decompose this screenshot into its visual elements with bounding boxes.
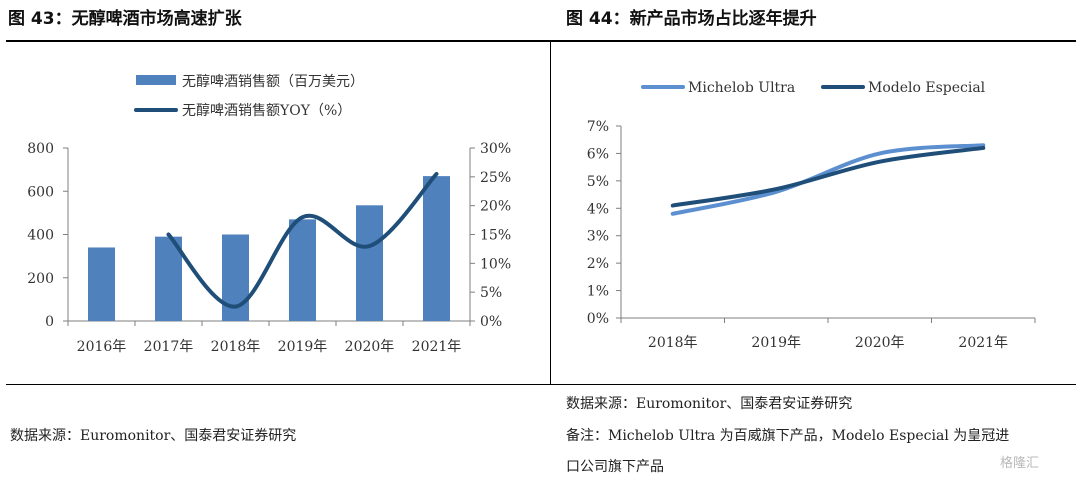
y-tick-label: 0% [587, 311, 609, 327]
left-y-tick-label: 600 [27, 184, 54, 200]
right-y-tick-label: 0% [480, 314, 502, 330]
middle-divider [550, 41, 551, 385]
y-tick-label: 2% [587, 256, 609, 272]
series-line-yoy [166, 171, 439, 309]
legend-label-modelo-especial: Modelo Especial [868, 80, 986, 96]
x-tick-label: 2018年 [648, 335, 698, 351]
legend-label-sales: 无醇啤酒销售额（百万美元） [182, 73, 364, 90]
x-tick-label: 2019年 [278, 339, 328, 355]
right-y-tick-label: 30% [480, 141, 511, 157]
bar-sales-2017年 [155, 236, 182, 321]
right-remark-line-1: 备注：Michelob Ultra 为百威旗下产品，Modelo Especia… [566, 428, 1010, 444]
legend-swatch-bar [136, 75, 176, 85]
y-tick-label: 6% [587, 146, 609, 162]
left-figure-title: 图 43：无醇啤酒市场高速扩张 [8, 9, 242, 29]
y-tick-label: 5% [587, 174, 609, 190]
legend-label-yoy: 无醇啤酒销售额YOY（%） [182, 102, 351, 119]
bottom-divider [6, 384, 1076, 385]
x-tick-label: 2018年 [211, 339, 261, 355]
legend-label-michelob-ultra: Michelob Ultra [688, 80, 795, 96]
x-tick-label: 2019年 [751, 335, 801, 351]
right-source-note: 数据来源：Euromonitor、国泰君安证券研究 [566, 396, 853, 412]
y-tick-label: 3% [587, 229, 609, 245]
x-tick-label: 2021年 [958, 335, 1008, 351]
left-source-note: 数据来源：Euromonitor、国泰君安证券研究 [10, 428, 297, 444]
right-y-tick-label: 10% [480, 256, 511, 272]
x-tick-label: 2017年 [144, 339, 194, 355]
left-y-tick-label: 0 [45, 314, 54, 330]
x-tick-label: 2016年 [77, 339, 127, 355]
left-y-tick-label: 200 [27, 271, 54, 287]
right-y-tick-label: 20% [480, 199, 511, 215]
y-tick-label: 7% [587, 119, 609, 135]
left-combo-chart: 无醇啤酒销售额（百万美元） 无醇啤酒销售额YOY（%） 0 200 400 600 800 0… [27, 73, 511, 355]
right-figure-title: 图 44：新产品市场占比逐年提升 [566, 9, 817, 29]
series-line-michelob-ultra [670, 143, 986, 216]
x-tick-label: 2020年 [345, 339, 395, 355]
watermark-logo: 格隆汇 [1000, 456, 1040, 471]
right-y-tick-label: 15% [480, 228, 511, 244]
right-y-tick-label: 5% [480, 285, 502, 301]
y-tick-label: 4% [587, 201, 609, 217]
left-y-tick-label: 400 [27, 228, 54, 244]
right-line-chart: Michelob Ultra Modelo Especial 0% 1% 2% 3% 4% 5… [587, 80, 1036, 351]
top-divider [6, 40, 1076, 42]
y-tick-label: 1% [587, 284, 609, 300]
bar-sales-2020年 [356, 205, 383, 321]
x-tick-label: 2021年 [412, 339, 462, 355]
left-y-tick-label: 800 [27, 141, 54, 157]
bar-sales-2021年 [423, 176, 450, 321]
x-tick-label: 2020年 [855, 335, 905, 351]
series-line-modelo-especial [670, 145, 986, 208]
bar-sales-2016年 [88, 247, 115, 321]
right-remark-line-2: 口公司旗下产品 [566, 459, 664, 475]
bar-sales-2019年 [289, 219, 316, 321]
right-y-tick-label: 25% [480, 170, 511, 186]
